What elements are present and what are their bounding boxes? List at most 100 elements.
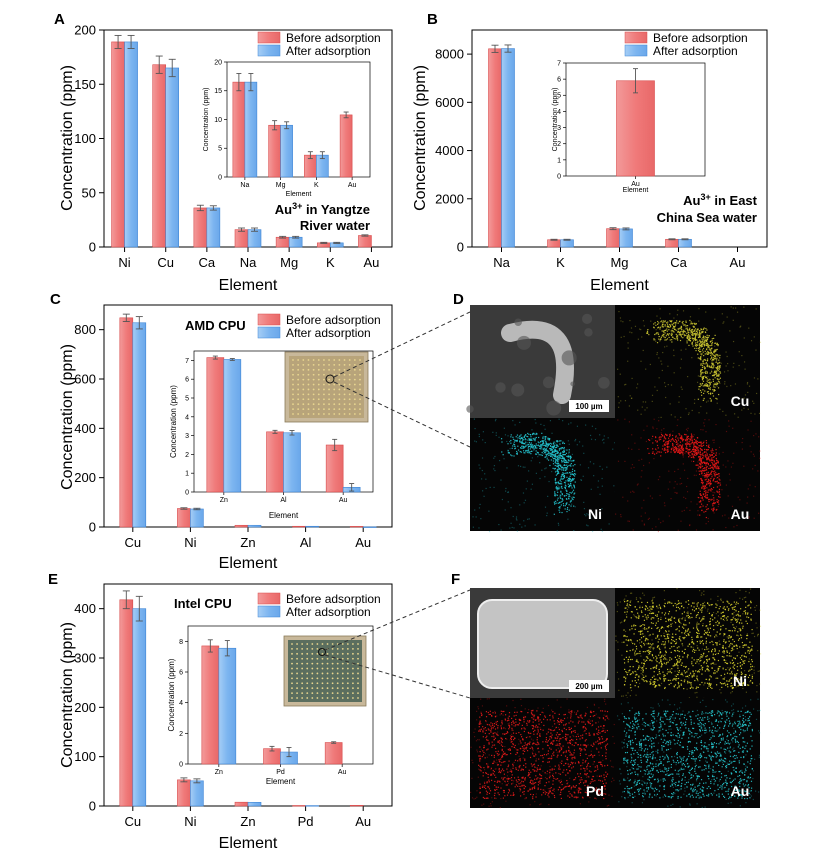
map-dot: [712, 653, 714, 655]
map-dot: [630, 689, 633, 692]
map-dot: [601, 477, 603, 480]
map-dot: [681, 440, 684, 442]
map-dot: [661, 323, 664, 325]
map-dot: [656, 636, 659, 638]
map-dot: [707, 446, 710, 448]
map-dot: [667, 450, 669, 452]
map-dot: [700, 346, 702, 348]
map-dot: [635, 682, 638, 684]
map-dot: [563, 717, 566, 720]
map-dot: [618, 689, 620, 691]
map-dot: [566, 455, 568, 458]
map-dot: [570, 732, 573, 734]
map-dot: [661, 654, 663, 656]
map-dot: [698, 632, 700, 635]
map-dot: [711, 651, 713, 653]
map-dot: [649, 643, 651, 645]
map-dot: [680, 451, 683, 453]
y-tick-label: 300: [74, 651, 96, 666]
map-dot: [678, 686, 680, 688]
map-dot: [571, 470, 574, 473]
map-dot: [555, 487, 557, 489]
map-dot: [623, 641, 625, 643]
map-dot: [555, 440, 558, 442]
map-dot: [687, 443, 689, 445]
map-dot: [525, 441, 527, 443]
map-dot: [665, 678, 667, 680]
map-dot: [552, 450, 554, 452]
map-dot: [637, 652, 639, 655]
map-dot: [642, 320, 645, 322]
map-dot: [654, 333, 656, 336]
map-dot: [642, 674, 644, 677]
map-dot: [709, 381, 711, 383]
map-dot: [723, 640, 725, 643]
map-dot: [591, 725, 593, 727]
map-dot: [547, 744, 549, 747]
map-dot: [648, 333, 650, 336]
map-dot: [645, 667, 647, 670]
map-dot: [668, 618, 670, 620]
map-dot: [721, 686, 723, 689]
map-dot: [707, 481, 709, 483]
y-tick-label: 800: [74, 322, 96, 337]
map-dot: [691, 641, 693, 643]
map-dot: [557, 460, 559, 462]
map-dot: [703, 422, 705, 424]
map-dot: [656, 389, 658, 392]
map-dot: [753, 402, 755, 404]
map-dot: [686, 507, 688, 509]
map-dot: [673, 620, 676, 623]
map-dot: [517, 449, 520, 451]
map-dot: [528, 518, 530, 520]
map-dot: [563, 476, 566, 478]
map-dot: [700, 442, 702, 444]
map-dot: [732, 319, 734, 321]
map-dot: [674, 322, 676, 324]
map-dot: [694, 337, 696, 339]
map-dot: [494, 455, 496, 458]
map-dot: [727, 686, 729, 688]
map-dot: [718, 478, 720, 480]
map-dot: [570, 473, 572, 476]
map-dot: [711, 614, 713, 617]
map-dot: [669, 313, 671, 315]
map-dot: [542, 707, 544, 710]
map-dot: [713, 499, 715, 501]
map-dot: [669, 481, 671, 483]
map-dot: [702, 481, 704, 483]
map-dot: [656, 452, 658, 454]
map-dot: [689, 631, 691, 633]
map-dot: [543, 442, 545, 445]
map-dot: [682, 310, 685, 312]
map-dot: [687, 633, 690, 636]
map-dot: [742, 682, 744, 684]
map-dot: [739, 665, 741, 667]
map-dot: [653, 671, 655, 673]
map-dot: [661, 643, 663, 645]
map-dot: [683, 670, 686, 672]
bar-after-ca: [206, 207, 221, 248]
map-dot: [544, 476, 546, 478]
map-dot: [737, 639, 740, 641]
map-dot: [712, 611, 715, 614]
map-dot: [666, 449, 668, 451]
map-dot: [673, 487, 675, 489]
map-dot: [555, 494, 557, 496]
map-dot: [659, 328, 661, 330]
map-dot: [681, 650, 683, 652]
map-dot: [717, 343, 719, 346]
map-dot: [660, 438, 662, 440]
map-dot: [600, 725, 602, 727]
y-tick-label: 10: [214, 117, 222, 124]
map-dot: [566, 467, 568, 469]
map-dot: [706, 668, 708, 671]
map-dot: [634, 652, 636, 654]
map-dot: [654, 614, 657, 616]
map-dot: [688, 412, 690, 414]
map-dot: [718, 490, 720, 492]
map-dot: [679, 621, 681, 624]
map-dot: [677, 665, 679, 667]
map-dot: [666, 325, 669, 327]
map-dot: [697, 680, 699, 682]
